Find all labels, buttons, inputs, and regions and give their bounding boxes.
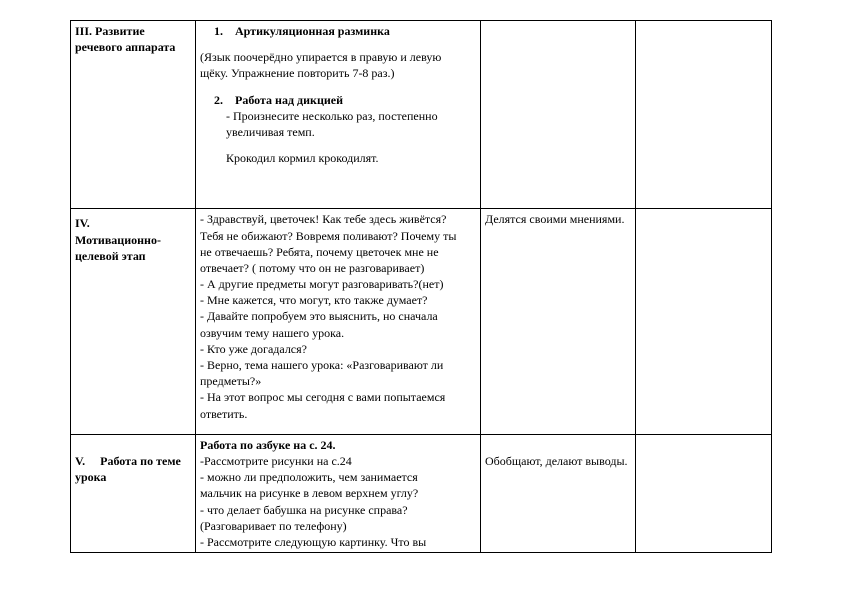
stage-title: Мотивационно- xyxy=(75,233,161,247)
paragraph: - Давайте попробуем это выяснить, но сна… xyxy=(200,308,476,324)
empty-cell xyxy=(636,21,772,209)
notes-cell: Обобщают, делают выводы. xyxy=(481,434,636,552)
stage-title: урока xyxy=(75,469,191,485)
paragraph: отвечает? ( потому что он не разговарива… xyxy=(200,260,476,276)
table-row: IV. Мотивационно- целевой этап - Здравст… xyxy=(71,209,772,434)
paragraph: - что делает бабушка на рисунке справа? xyxy=(200,502,476,518)
content-cell: Работа по азбуке на с. 24. -Рассмотрите … xyxy=(196,434,481,552)
paragraph: -Рассмотрите рисунки на с.24 xyxy=(200,453,476,469)
note-text: Обобщают, делают выводы. xyxy=(485,453,631,469)
notes-cell: Делятся своими мнениями. xyxy=(481,209,636,434)
paragraph: - можно ли предположить, чем занимается xyxy=(200,469,476,485)
content-cell: 1. Артикуляционная разминка (Язык поочер… xyxy=(196,21,481,209)
stage-title: III. Развитие речевого аппарата xyxy=(75,24,175,54)
paragraph: (Язык поочерёдно упирается в правую и ле… xyxy=(200,49,476,65)
paragraph: мальчик на рисунке в левом верхнем углу? xyxy=(200,485,476,501)
list-title: Артикуляционная разминка xyxy=(235,24,390,38)
paragraph: щёку. Упражнение повторить 7-8 раз.) xyxy=(200,65,476,81)
document-page: III. Развитие речевого аппарата 1. Артик… xyxy=(0,0,842,553)
paragraph-bold: Работа по азбуке на с. 24. xyxy=(200,437,476,453)
paragraph: - Здравствуй, цветочек! Как тебе здесь ж… xyxy=(200,211,476,227)
stage-cell: V. Работа по теме урока xyxy=(71,434,196,552)
paragraph: - На этот вопрос мы сегодня с вами попыт… xyxy=(200,389,476,405)
lesson-table: III. Развитие речевого аппарата 1. Артик… xyxy=(70,20,772,553)
content-cell: - Здравствуй, цветочек! Как тебе здесь ж… xyxy=(196,209,481,434)
paragraph: Тебя не обижают? Вовремя поливают? Почем… xyxy=(200,228,476,244)
list-number: 2. xyxy=(214,93,223,107)
empty-cell xyxy=(636,434,772,552)
stage-title: Работа по теме xyxy=(100,454,181,468)
empty-cell xyxy=(636,209,772,434)
paragraph: ответить. xyxy=(200,406,476,422)
notes-cell xyxy=(481,21,636,209)
paragraph: - Кто уже догадался? xyxy=(200,341,476,357)
paragraph: - Произнесите несколько раз, постепенно xyxy=(200,108,476,124)
stage-number: V. xyxy=(75,454,85,468)
stage-cell: IV. Мотивационно- целевой этап xyxy=(71,209,196,434)
table-row: III. Развитие речевого аппарата 1. Артик… xyxy=(71,21,772,209)
paragraph: - Верно, тема нашего урока: «Разговарива… xyxy=(200,357,476,373)
paragraph: предметы?» xyxy=(200,373,476,389)
list-number: 1. xyxy=(214,24,223,38)
paragraph: - Мне кажется, что могут, кто также дума… xyxy=(200,292,476,308)
paragraph: - Рассмотрите следующую картинку. Что вы xyxy=(200,534,476,550)
stage-cell: III. Развитие речевого аппарата xyxy=(71,21,196,209)
note-text: Делятся своими мнениями. xyxy=(485,211,631,227)
paragraph: не отвечаешь? Ребята, почему цветочек мн… xyxy=(200,244,476,260)
table-row: V. Работа по теме урока Работа по азбуке… xyxy=(71,434,772,552)
paragraph: - А другие предметы могут разговаривать?… xyxy=(200,276,476,292)
list-title: Работа над дикцией xyxy=(235,93,343,107)
paragraph: озвучим тему нашего урока. xyxy=(200,325,476,341)
paragraph: (Разговаривает по телефону) xyxy=(200,518,476,534)
stage-number: IV. xyxy=(75,216,90,230)
paragraph: Крокодил кормил крокодилят. xyxy=(200,150,476,166)
paragraph: увеличивая темп. xyxy=(200,124,476,140)
stage-title: целевой этап xyxy=(75,248,191,264)
